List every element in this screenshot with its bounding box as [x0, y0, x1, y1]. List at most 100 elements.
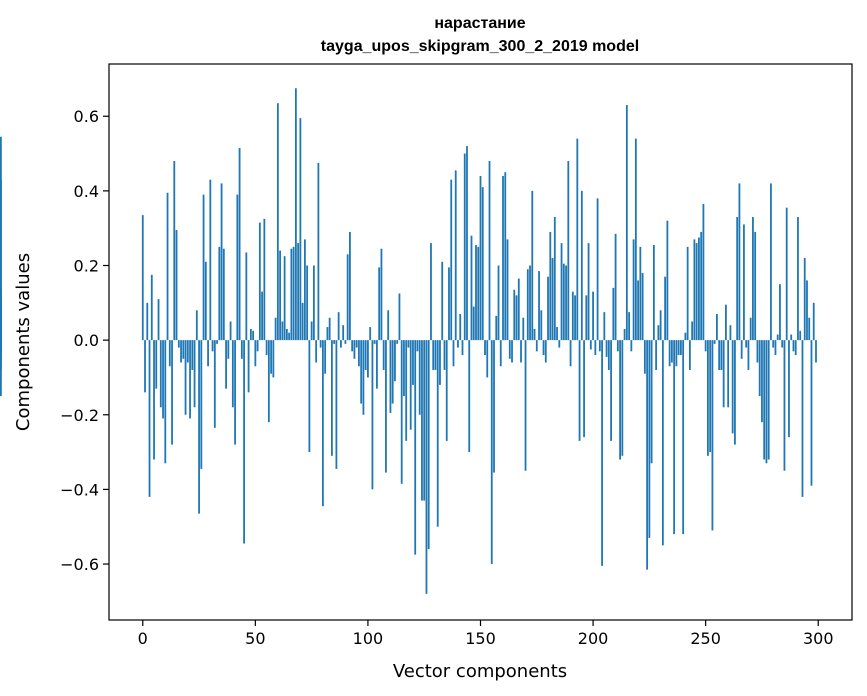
bar-component-34: [218, 246, 221, 341]
bar-component-107: [382, 340, 385, 370]
y-tick-label: −0.2: [60, 406, 99, 425]
bar-component-22: [191, 340, 194, 370]
bar-component-141: [459, 314, 462, 341]
y-tick-label: −0.6: [60, 555, 99, 574]
bar-component-240: [682, 340, 685, 535]
x-tick-label: 300: [803, 629, 834, 648]
bar-component-214: [623, 328, 626, 341]
bar-component-289: [792, 340, 795, 352]
bar-component-120: [412, 340, 414, 385]
bar-component-41: [234, 340, 236, 445]
bar-component-3: [148, 340, 151, 497]
bar-component-104: [376, 340, 378, 389]
bar-component-217: [630, 340, 633, 352]
bar-component-4: [150, 274, 153, 341]
bar-component-192: [574, 295, 576, 341]
bar-component-71: [301, 302, 304, 341]
bar-component-150: [479, 175, 482, 341]
bar-component-105: [378, 267, 381, 341]
bar-component-180: [547, 276, 549, 341]
bar-component-111: [391, 340, 394, 404]
bar-component-7: [157, 299, 160, 341]
bar-component-6: [155, 340, 158, 389]
bar-component-170: [524, 340, 527, 471]
bar-component-265: [738, 183, 741, 341]
bar-component-61: [279, 250, 282, 341]
bar-component-114: [398, 293, 401, 341]
bar-component-195: [580, 190, 583, 341]
bar-component-109: [387, 310, 390, 341]
bar-component-117: [405, 340, 408, 441]
chart-subtitle: tayga_upos_skipgram_300_2_2019 model: [321, 38, 639, 55]
y-tick-label: 0.6: [74, 107, 99, 126]
bar-component-115: [400, 340, 403, 484]
bar-component-112: [394, 340, 396, 382]
bar-component-31: [211, 340, 214, 352]
bar-component-108: [385, 340, 387, 473]
bar-component-30: [209, 179, 212, 341]
bar-component-219: [634, 138, 637, 341]
bar-component-100: [367, 340, 369, 378]
bar-component-285: [783, 340, 786, 471]
bar-component-191: [571, 291, 574, 341]
y-tick-label: 0.0: [74, 331, 99, 350]
bar-component-98: [362, 340, 365, 415]
bar-component-272: [754, 231, 757, 341]
bar-component-152: [484, 340, 486, 356]
bar-component-273: [756, 340, 759, 363]
bar-component-230: [659, 310, 662, 341]
bar-component-286: [785, 207, 788, 341]
bar-component-163: [508, 340, 511, 359]
bar-component-97: [360, 340, 363, 404]
bar-component-59: [274, 317, 277, 341]
bar-component-284: [781, 340, 784, 348]
bar-component-124: [421, 340, 423, 501]
bar-component-254: [713, 340, 716, 344]
y-tick-label: −0.4: [60, 480, 99, 499]
bar-component-206: [605, 340, 608, 357]
bar-component-196: [583, 340, 585, 438]
bar-component-253: [711, 340, 714, 531]
bar-component-82: [326, 327, 329, 341]
bar-component-94: [353, 340, 356, 359]
bar-component-137: [450, 179, 453, 341]
bar-component-42: [236, 194, 239, 341]
bar-component-56: [267, 340, 270, 423]
bar-component-271: [752, 216, 754, 341]
bar-component-267: [743, 224, 745, 341]
bar-component-52: [258, 222, 261, 341]
bar-component-95: [355, 340, 358, 348]
bar-component-250: [704, 340, 707, 352]
bar-component-37: [225, 340, 227, 389]
bar-component-16: [177, 340, 180, 348]
bar-component-13: [171, 340, 173, 445]
bar-component-187: [562, 263, 565, 341]
bar-component-225: [648, 340, 651, 538]
y-tick-label: 0.4: [74, 182, 99, 201]
bar-component-49: [252, 330, 254, 341]
bar-component-44: [240, 340, 243, 359]
bar-component-73: [306, 265, 309, 341]
bar-component-24: [195, 310, 198, 341]
bar-component-239: [679, 340, 682, 356]
bar-component-176: [538, 271, 540, 341]
bar-component-287: [788, 340, 790, 438]
bar-component-33: [216, 340, 218, 344]
bar-component-68: [294, 88, 297, 341]
bar-component-175: [535, 340, 538, 352]
bar-component-121: [414, 340, 417, 555]
bar-component-236: [673, 340, 676, 535]
bar-component-14: [173, 161, 176, 341]
bar-component-294: [803, 258, 806, 341]
bar-component-222: [641, 272, 644, 341]
bar-component-144: [466, 146, 468, 341]
bar-component-199: [589, 340, 592, 350]
bar-component-148: [475, 244, 477, 341]
bar-component-266: [740, 340, 743, 359]
bar-component-40: [231, 340, 234, 408]
bar-component-218: [632, 239, 635, 341]
bar-component-181: [549, 231, 552, 341]
bar-component-161: [504, 172, 507, 341]
bar-component-189: [567, 161, 570, 341]
bar-component-69: [297, 243, 300, 341]
